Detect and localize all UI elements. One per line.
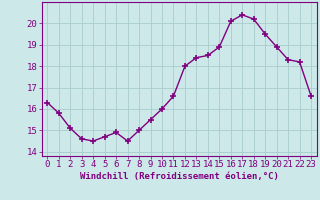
X-axis label: Windchill (Refroidissement éolien,°C): Windchill (Refroidissement éolien,°C) xyxy=(80,172,279,181)
